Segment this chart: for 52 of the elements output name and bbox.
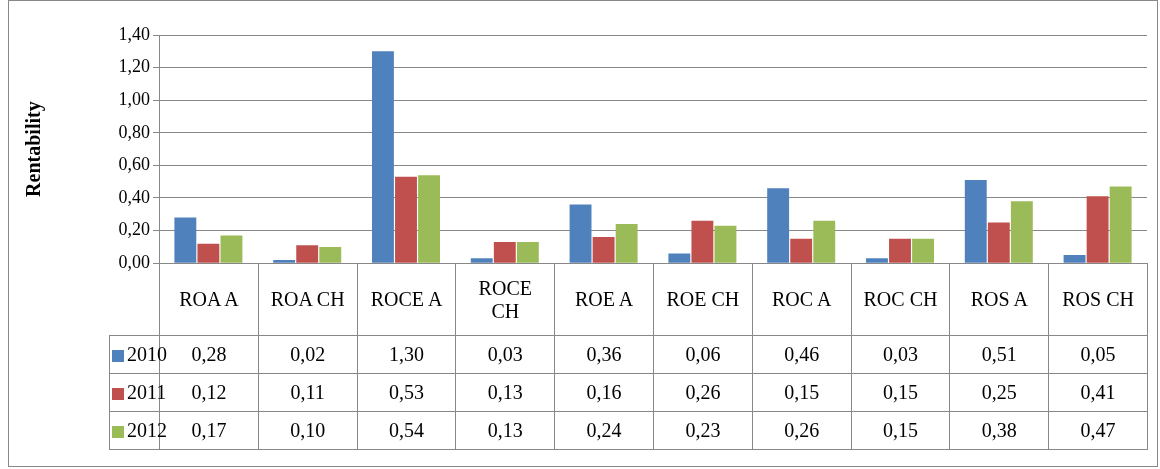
y-tick-label: 0,20 [118,219,150,240]
data-label: 0,46 [752,335,852,374]
data-label: 0,06 [653,335,753,374]
data-label: 0,03 [851,335,950,374]
y-tick-label: 0,40 [118,186,150,207]
data-label: 0,38 [949,411,1049,450]
data-label: 0,53 [357,373,456,412]
data-label: 0,17 [191,419,227,442]
data-label: 0,24 [554,411,654,450]
data-label: 0,10 [258,411,358,450]
data-label: 0,54 [357,411,456,450]
x-tick-label: ROC A [752,263,852,336]
y-tick-label: 0,60 [118,154,150,175]
data-label: 0,13 [455,411,555,450]
data-label: 0,47 [1048,411,1148,450]
data-label: 0,05 [1048,335,1148,374]
y-tick-label: 1,00 [118,88,150,109]
y-tick-label: 1,20 [118,56,150,77]
y-tick-label: 0,80 [118,121,150,142]
x-tick-label: ROCE CH [455,263,555,336]
data-label: 0,28 [191,343,227,366]
data-label: 0,23 [653,411,753,450]
x-tick-label: ROC CH [851,263,950,336]
data-label: 0,51 [949,335,1049,374]
data-label: 0,16 [554,373,654,412]
data-label: 0,02 [258,335,358,374]
x-tick-label: ROCE A [357,263,456,336]
y-tick-label: 0,00 [118,251,150,272]
x-tick-label: ROA CH [258,263,358,336]
data-label: 0,03 [455,335,555,374]
x-tick-label: ROS A [949,263,1049,336]
legend-label: 2012 [126,418,167,444]
data-label: 0,13 [455,373,555,412]
x-tick-label: ROA A [159,263,259,336]
data-label: 0,41 [1048,373,1148,412]
data-label: 0,25 [949,373,1049,412]
legend-label: 2010 [126,342,167,368]
data-label: 0,26 [653,373,753,412]
data-label: 0,12 [191,381,227,404]
data-label: 1,30 [357,335,456,374]
data-label: 0,15 [851,373,950,412]
data-label: 0,11 [258,373,358,412]
legend-label: 2011 [126,380,167,406]
data-label: 0,15 [851,411,950,450]
data-label: 0,26 [752,411,852,450]
x-tick-label: ROE CH [653,263,753,336]
x-tick-label: ROE A [554,263,654,336]
data-label: 0,36 [554,335,654,374]
data-label: 0,15 [752,373,852,412]
y-axis-title: Rentability [22,101,46,197]
x-tick-label: ROS CH [1048,263,1148,336]
y-tick-label: 1,40 [118,23,150,44]
